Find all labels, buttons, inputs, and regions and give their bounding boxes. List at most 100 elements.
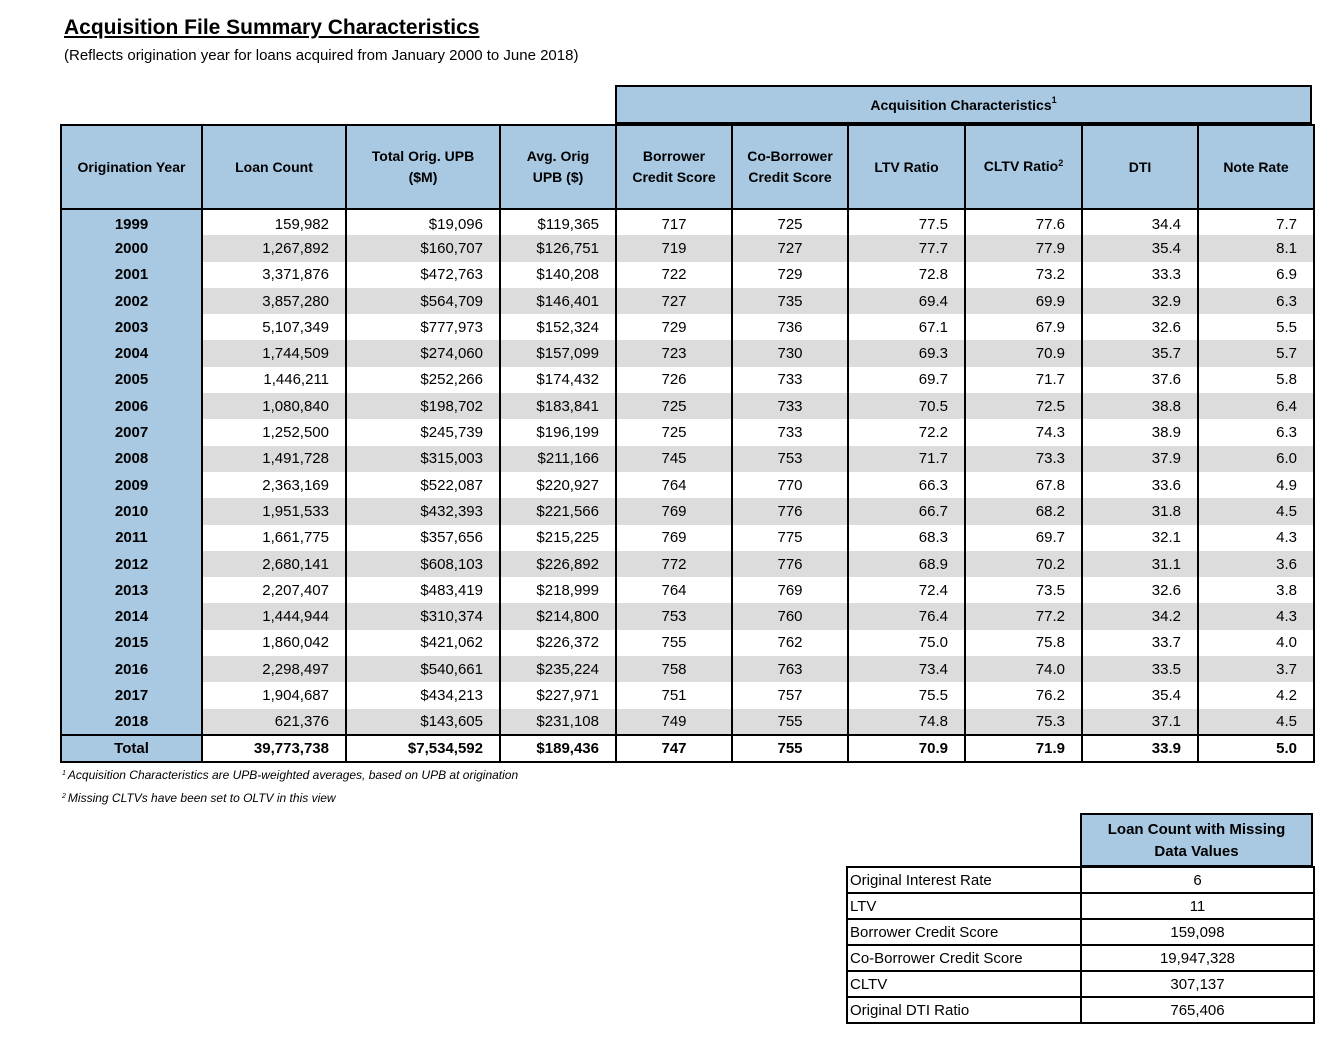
cell-upb: $432,393 (345, 498, 501, 525)
cell-cbcs: 755 (731, 733, 849, 763)
cell-upb: $252,266 (345, 366, 501, 394)
cell-cbcs: 725 (731, 209, 849, 236)
cell-cbcs: 757 (731, 682, 849, 709)
cell-bcs: 725 (615, 393, 733, 420)
cell-ltv: 77.7 (847, 235, 966, 262)
cell-rate: 4.5 (1197, 708, 1315, 735)
cell-upb: $608,103 (345, 550, 501, 578)
cell-bcs: 745 (615, 445, 733, 472)
cell-bcs: 726 (615, 366, 733, 394)
cell-rate: 4.9 (1197, 471, 1315, 499)
cell-avg: $215,225 (499, 524, 617, 551)
cell-cbcs: 735 (731, 287, 849, 315)
cell-ltv: 70.5 (847, 393, 966, 420)
table-row: 2010 1,951,533 $432,393 $221,566 769 776 66.7 6… (60, 498, 1315, 525)
cell-ltv: 74.8 (847, 708, 966, 735)
cell-cltv: 67.9 (964, 314, 1083, 341)
cell-year: 2003 (60, 314, 203, 341)
cell-cbcs: 729 (731, 261, 849, 288)
cell-rate: 5.7 (1197, 340, 1315, 367)
cell-count: 5,107,349 (201, 314, 347, 341)
cell-rate: 6.0 (1197, 445, 1315, 472)
cell-bcs: 755 (615, 629, 733, 657)
cell-bcs: 764 (615, 471, 733, 499)
cell-avg: $226,892 (499, 550, 617, 578)
cell-dti: 31.8 (1081, 498, 1199, 525)
cell-avg: $183,841 (499, 393, 617, 420)
cell-dti: 38.9 (1081, 419, 1199, 446)
cell-rate: 6.4 (1197, 393, 1315, 420)
cell-cbcs: 776 (731, 498, 849, 525)
cell-year: 2005 (60, 366, 203, 394)
cell-cbcs: 730 (731, 340, 849, 367)
cell-year: 2007 (60, 419, 203, 446)
cell-bcs: 727 (615, 287, 733, 315)
cell-cltv: 73.3 (964, 445, 1083, 472)
cell-year: 2001 (60, 261, 203, 288)
cell-count: 1,267,892 (201, 235, 347, 262)
cell-cltv: 72.5 (964, 393, 1083, 420)
cell-avg: $227,971 (499, 682, 617, 709)
cell-upb: $540,661 (345, 656, 501, 683)
cell-dti: 37.6 (1081, 366, 1199, 394)
table-row: 2002 3,857,280 $564,709 $146,401 727 735 69.4 6… (60, 287, 1315, 315)
cell-upb: $777,973 (345, 314, 501, 341)
cell-avg: $231,108 (499, 708, 617, 735)
cell-ltv: 66.7 (847, 498, 966, 525)
cell-cltv: 69.9 (964, 287, 1083, 315)
cell-cbcs: 736 (731, 314, 849, 341)
cell-ltv: 75.0 (847, 629, 966, 657)
cell-count: 1,744,509 (201, 340, 347, 367)
missing-row: Original DTI Ratio 765,406 (846, 996, 1315, 1024)
table-row: 2001 3,371,876 $472,763 $140,208 722 729 72.8 7… (60, 261, 1315, 288)
table-row: 2014 1,444,944 $310,374 $214,800 753 760 76.4 7… (60, 603, 1315, 630)
cell-dti: 34.4 (1081, 209, 1199, 236)
cell-bcs: 769 (615, 524, 733, 551)
cell-rate: 3.8 (1197, 577, 1315, 604)
cell-year: 2017 (60, 682, 203, 709)
missing-row: Borrower Credit Score 159,098 (846, 918, 1315, 946)
col-header-total-upb: Total Orig. UPB ($M) (345, 124, 501, 210)
cell-ltv: 67.1 (847, 314, 966, 341)
page-title: Acquisition File Summary Characteristics (64, 16, 480, 39)
table-header-row: Origination Year Loan Count Total Orig. … (60, 124, 1315, 210)
cell-year: 2008 (60, 445, 203, 472)
cell-bcs: 758 (615, 656, 733, 683)
cell-avg: $189,436 (499, 733, 617, 763)
cell-upb: $483,419 (345, 577, 501, 604)
table-row: 2017 1,904,687 $434,213 $227,971 751 757 75.5 7… (60, 682, 1315, 709)
cell-upb: $143,605 (345, 708, 501, 735)
cell-cltv: 75.3 (964, 708, 1083, 735)
cell-dti: 33.5 (1081, 656, 1199, 683)
cell-ltv: 66.3 (847, 471, 966, 499)
cell-upb: $522,087 (345, 471, 501, 499)
missing-values-table: Original Interest Rate 6 LTV 11 Borrower Cre… (846, 866, 1315, 1024)
cell-year: 2006 (60, 393, 203, 420)
footnote-1: 1 Acquisition Characteristics are UPB-wei… (62, 768, 518, 782)
cell-upb: $434,213 (345, 682, 501, 709)
missing-label: LTV (846, 892, 1082, 920)
cell-dti: 33.6 (1081, 471, 1199, 499)
cell-year: 2011 (60, 524, 203, 551)
col-header-origination-year: Origination Year (60, 124, 203, 210)
cell-cbcs: 733 (731, 393, 849, 420)
acquisition-characteristics-header: Acquisition Characteristics 1 (615, 85, 1312, 124)
cell-cbcs: 755 (731, 708, 849, 735)
cell-cltv: 71.7 (964, 366, 1083, 394)
cell-cbcs: 753 (731, 445, 849, 472)
cell-dti: 35.4 (1081, 235, 1199, 262)
cell-ltv: 75.5 (847, 682, 966, 709)
missing-value: 6 (1080, 866, 1315, 894)
missing-values-header: Loan Count with Missing Data Values (1080, 813, 1313, 867)
cell-year: Total (60, 733, 203, 763)
missing-label: Borrower Credit Score (846, 918, 1082, 946)
cell-cltv: 77.2 (964, 603, 1083, 630)
footnote-2: 2 Missing CLTVs have been set to OLTV in … (62, 791, 336, 805)
cell-rate: 5.0 (1197, 733, 1315, 763)
missing-label: Original DTI Ratio (846, 996, 1082, 1024)
cell-cltv: 74.0 (964, 656, 1083, 683)
cell-ltv: 69.4 (847, 287, 966, 315)
cell-year: 2004 (60, 340, 203, 367)
table-row: 2000 1,267,892 $160,707 $126,751 719 727 77.7 7… (60, 235, 1315, 262)
cell-bcs: 723 (615, 340, 733, 367)
